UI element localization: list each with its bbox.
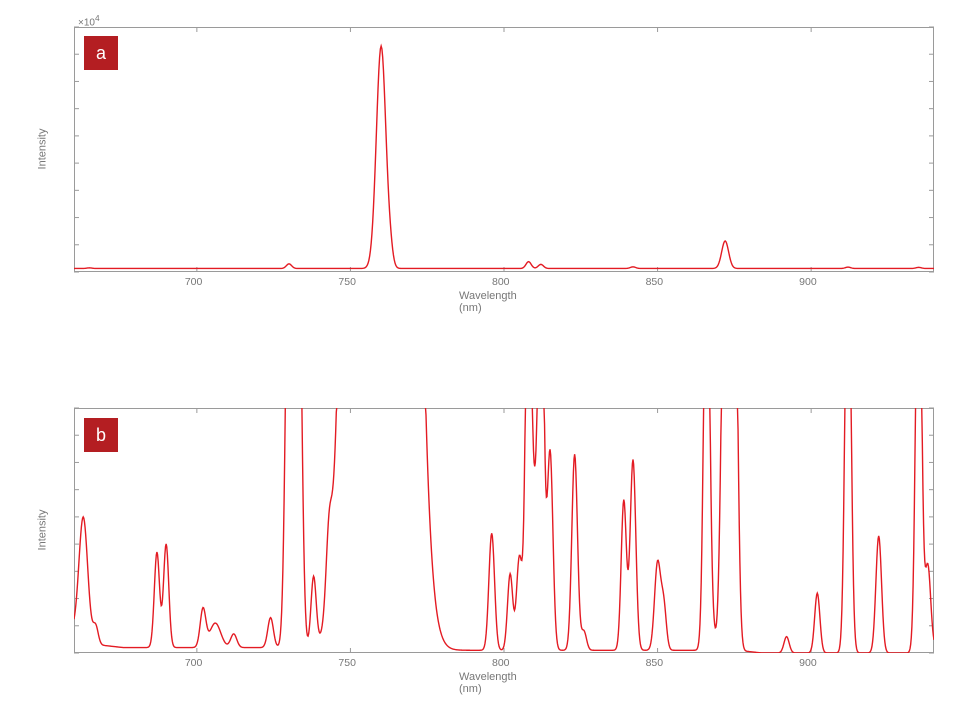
x-tick-label: 700 xyxy=(185,657,203,669)
x-tick-label: 900 xyxy=(799,657,817,669)
x-tick-label: 800 xyxy=(492,657,510,669)
spectrum-b xyxy=(0,0,977,701)
panel-badge-b-label: b xyxy=(96,425,106,446)
panel-badge-b: b xyxy=(84,418,118,452)
x-axis-label-b: Wavelength (nm) xyxy=(459,671,517,695)
x-tick-label: 850 xyxy=(646,657,664,669)
figure: ×104 00.511.522.533.544.5 70075080085090… xyxy=(0,0,977,701)
spectrum-line-b xyxy=(74,406,934,653)
y-axis-label-b: Intensity xyxy=(36,509,48,550)
x-tick-label: 750 xyxy=(338,657,356,669)
